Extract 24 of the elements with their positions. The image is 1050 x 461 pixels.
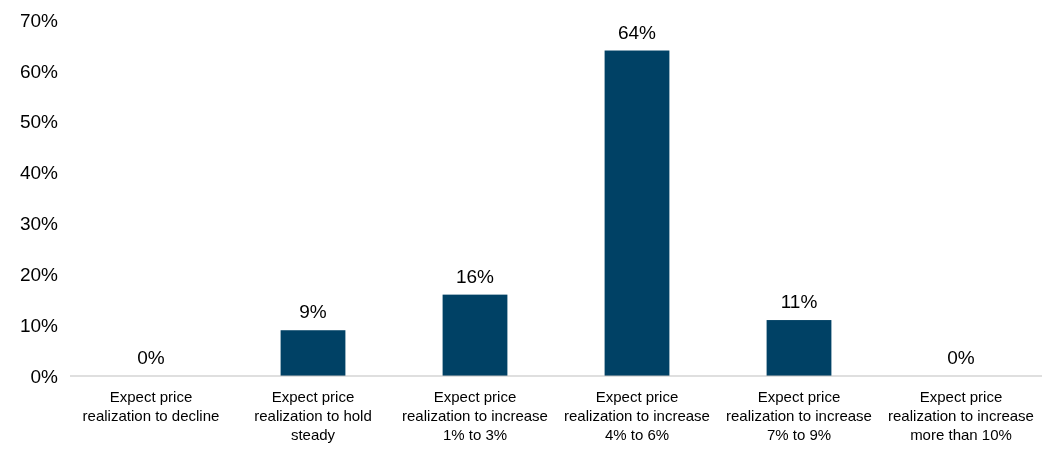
y-tick-label: 60% <box>19 60 59 82</box>
data-label: 0% <box>137 347 165 368</box>
data-label: 0% <box>947 347 975 368</box>
bar <box>442 294 508 376</box>
y-tick-label: 50% <box>19 111 59 133</box>
x-tick-label: Expect price realization to hold steady <box>254 388 372 443</box>
bar <box>280 330 346 376</box>
y-tick-label: 70% <box>19 9 59 31</box>
y-tick-label: 10% <box>19 314 59 336</box>
data-label: 64% <box>617 21 657 43</box>
bar <box>766 320 832 376</box>
data-label: 11% <box>780 291 818 313</box>
x-tick-label: Expect price realization to increase 7% to 9% <box>726 388 872 443</box>
data-label: 16% <box>455 265 495 287</box>
x-tick-label: Expect price realization to increase 1% to 3% <box>402 388 548 443</box>
bar <box>604 50 670 376</box>
y-tick-label: 0% <box>30 365 59 387</box>
x-tick-label: Expect price realization to increase 4% to 6% <box>564 388 710 443</box>
y-tick-label: 30% <box>19 213 59 235</box>
x-tick-label: Expect price realization to increase more than 10% <box>888 388 1034 443</box>
y-tick-label: 40% <box>19 162 59 184</box>
y-tick-label: 20% <box>19 263 59 285</box>
data-label: 9% <box>299 301 327 323</box>
x-tick-label: Expect price realization to decline <box>82 388 220 424</box>
